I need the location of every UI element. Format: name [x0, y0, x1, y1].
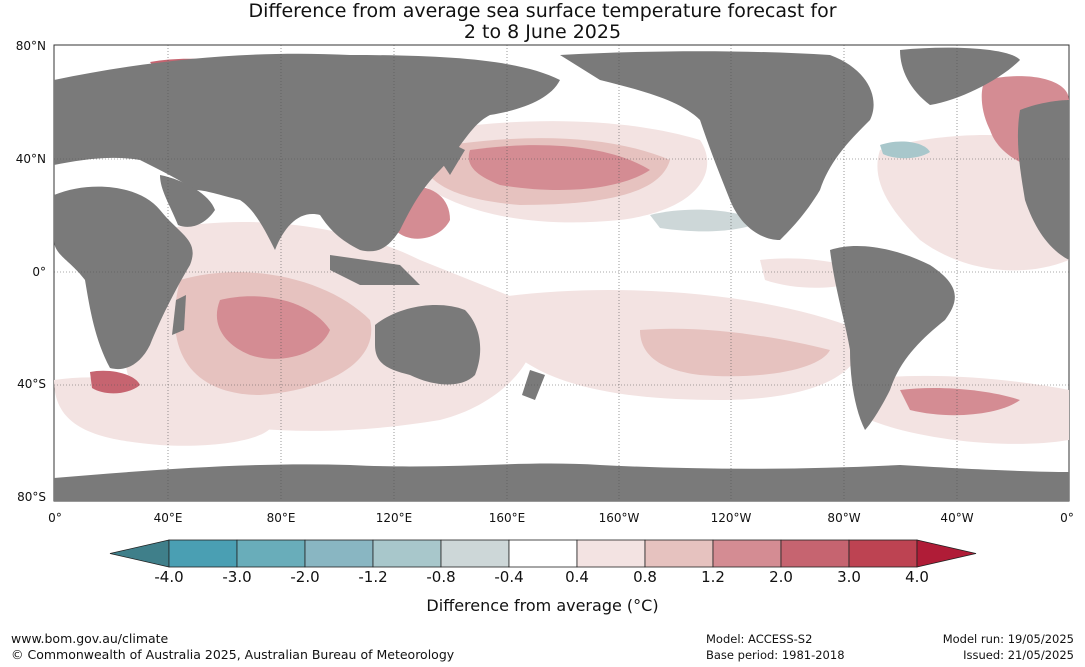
colorbar-segment — [508, 539, 578, 568]
colorbar-tick-label: 1.2 — [701, 568, 725, 586]
land-japan — [440, 145, 465, 175]
lon-label: 160°E — [488, 511, 526, 525]
colorbar-tick-label: -3.0 — [222, 568, 252, 586]
lat-label: 80°S — [17, 490, 46, 504]
colorbar-segment — [848, 539, 918, 568]
colorbar-segment — [168, 539, 238, 568]
colorbar-tick-label: -2.0 — [290, 568, 320, 586]
colorbar-tick-label: 4.0 — [905, 568, 929, 586]
anomaly-patch — [900, 388, 1020, 416]
colorbar-segment — [236, 539, 306, 568]
land-europe-east — [1017, 100, 1069, 260]
colorbar-tick-label: 0.4 — [565, 568, 589, 586]
land-north-america — [560, 51, 874, 240]
footer-model: Model: ACCESS-S2 — [706, 632, 813, 646]
anomaly-patch — [90, 370, 140, 394]
land-indonesia — [330, 255, 420, 285]
lon-label: 120°W — [710, 511, 752, 525]
land-newzealand — [522, 370, 545, 400]
footer-model-run: Model run: 19/05/2025 — [942, 632, 1074, 646]
colorbar-segment — [372, 539, 442, 568]
lon-label: 40°E — [153, 511, 183, 525]
footer-url[interactable]: www.bom.gov.au/climate — [11, 631, 169, 646]
lon-label: 40°W — [940, 511, 974, 525]
chart-title-line2: 2 to 8 June 2025 — [463, 21, 622, 43]
map-gridlines — [54, 45, 1069, 501]
lon-label: 120°E — [375, 511, 413, 525]
land-south-america — [830, 245, 955, 430]
lat-label: 40°N — [15, 152, 46, 166]
lat-label: 80°N — [15, 39, 46, 53]
colorbar-extend-high — [916, 539, 977, 568]
land-madagascar — [172, 295, 186, 335]
land-australia — [375, 305, 481, 385]
footer-issued: Issued: 21/05/2025 — [963, 648, 1074, 662]
colorbar-tick-label: 2.0 — [769, 568, 793, 586]
colorbar-title: Difference from average (°C) — [426, 596, 659, 615]
colorbar-tick-label: 3.0 — [837, 568, 861, 586]
footer-copyright: © Commonwealth of Australia 2025, Austra… — [11, 647, 455, 662]
anomaly-patch — [216, 296, 330, 359]
land-arabia — [160, 175, 215, 227]
colorbar — [109, 539, 977, 568]
colorbar-segment — [440, 539, 510, 568]
lon-label: 80°E — [266, 511, 296, 525]
colorbar-extend-low — [109, 539, 170, 568]
colorbar-tick-label: -1.2 — [358, 568, 388, 586]
lon-label: 160°W — [598, 511, 640, 525]
anomaly-patch — [640, 328, 830, 377]
chart-title-line1: Difference from average sea surface temp… — [248, 0, 837, 22]
anomaly-patch — [468, 145, 650, 190]
anomaly-patch — [54, 377, 273, 446]
colorbar-tick-label: 0.8 — [633, 568, 657, 586]
colorbar-segment — [304, 539, 374, 568]
land-antarctica — [54, 463, 1069, 501]
colorbar-tick-label: -0.4 — [494, 568, 524, 586]
land-eurasia — [54, 53, 560, 252]
lon-label: 0° — [48, 511, 62, 525]
colorbar-segment — [644, 539, 714, 568]
lon-label: 80°W — [827, 511, 861, 525]
land-greenland — [900, 47, 1020, 105]
colorbar-segment — [576, 539, 646, 568]
anomaly-patch — [650, 209, 760, 232]
colorbar-tick-label: -0.8 — [426, 568, 456, 586]
lat-label: 40°S — [17, 377, 46, 391]
anomaly-patch — [880, 141, 930, 159]
colorbar-segment — [780, 539, 850, 568]
lon-label: 0° — [1060, 511, 1074, 525]
land-africa — [54, 186, 193, 370]
colorbar-segment — [712, 539, 782, 568]
footer-base-period: Base period: 1981-2018 — [706, 648, 845, 662]
land-masses — [54, 47, 1069, 501]
lat-label: 0° — [32, 265, 46, 279]
colorbar-tick-label: -4.0 — [154, 568, 184, 586]
